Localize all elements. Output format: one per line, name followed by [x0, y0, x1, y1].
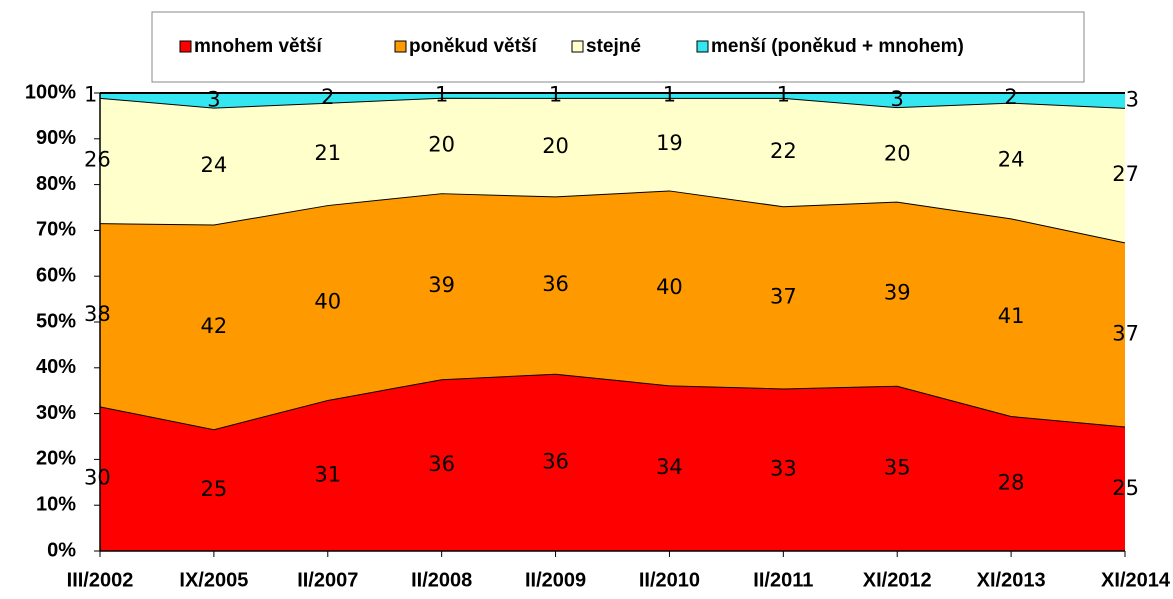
y-tick-label: 10%: [36, 493, 76, 515]
data-label: 21: [314, 141, 341, 165]
data-label: 31: [314, 462, 341, 486]
data-label: 3: [207, 87, 220, 111]
data-label: 2: [321, 85, 334, 109]
data-label: 2: [1004, 85, 1017, 109]
data-label: 1: [777, 82, 790, 106]
data-label: 36: [428, 452, 455, 476]
data-label: 41: [998, 304, 1025, 328]
area: [100, 190, 1125, 430]
data-label: 19: [656, 131, 683, 155]
data-label: 40: [314, 290, 341, 314]
x-tick-label: XI/2013: [977, 569, 1046, 591]
legend-label: mnohem větší: [194, 36, 322, 57]
legend-swatch: [394, 40, 407, 53]
y-tick-label: 30%: [36, 402, 76, 424]
data-label: 1: [663, 82, 676, 106]
data-label: 3: [891, 87, 904, 111]
data-label: 39: [428, 273, 455, 297]
data-label: 1: [435, 82, 448, 106]
data-label: 33: [770, 457, 797, 481]
x-tick-label: II/2010: [639, 569, 700, 591]
x-tick-label: XI/2012: [863, 569, 932, 591]
y-tick-label: 80%: [36, 173, 76, 195]
data-label: 22: [770, 139, 797, 163]
y-tick-label: 100%: [25, 81, 76, 103]
data-label: 39: [884, 281, 911, 305]
y-tick-label: 40%: [36, 356, 76, 378]
data-label: 28: [998, 471, 1025, 495]
y-tick-label: 50%: [36, 310, 76, 332]
legend-label: poněkud větší: [409, 36, 537, 57]
area: [100, 93, 1125, 108]
y-tick-label: 90%: [36, 127, 76, 149]
data-label: 30: [84, 466, 111, 490]
x-tick-label: III/2002: [67, 569, 134, 591]
data-label: 36: [542, 449, 569, 473]
x-tick-label: IX/2005: [179, 569, 248, 591]
data-label: 1: [84, 82, 97, 106]
data-label: 36: [542, 272, 569, 296]
legend-swatch: [179, 40, 192, 53]
area: [100, 373, 1125, 551]
legend-swatch: [696, 40, 709, 53]
data-label: 27: [1112, 162, 1139, 186]
data-label: 25: [1112, 476, 1139, 500]
y-tick-label: 60%: [36, 264, 76, 286]
x-tick-label: II/2009: [525, 569, 586, 591]
data-label: 37: [770, 284, 797, 308]
data-label: 42: [201, 314, 228, 338]
data-label: 24: [998, 147, 1025, 171]
x-tick-label: XI/2014: [1101, 569, 1171, 591]
y-tick-label: 20%: [36, 448, 76, 470]
data-label: 3: [1126, 87, 1139, 111]
legend-box: [151, 11, 1085, 83]
data-label: 24: [201, 153, 228, 177]
data-label: 40: [656, 275, 683, 299]
area: [100, 97, 1125, 243]
x-tick-label: II/2011: [753, 569, 813, 591]
data-label: 20: [428, 132, 455, 156]
data-label: 20: [884, 141, 911, 165]
data-label: 1: [549, 82, 562, 106]
data-label: 34: [656, 455, 683, 479]
y-tick-label: 70%: [36, 219, 76, 241]
x-tick-label: II/2008: [411, 569, 472, 591]
data-label: 35: [884, 455, 911, 479]
x-tick-label: II/2007: [297, 569, 358, 591]
data-label: 25: [201, 477, 228, 501]
legend-label: stejné: [586, 36, 641, 57]
data-label: 26: [84, 147, 111, 171]
data-label: 20: [542, 134, 569, 158]
legend-swatch: [571, 40, 584, 53]
y-tick-label: 0%: [47, 539, 76, 561]
legend-label: menší (poněkud + mnohem): [711, 36, 964, 57]
data-label: 37: [1112, 321, 1139, 345]
